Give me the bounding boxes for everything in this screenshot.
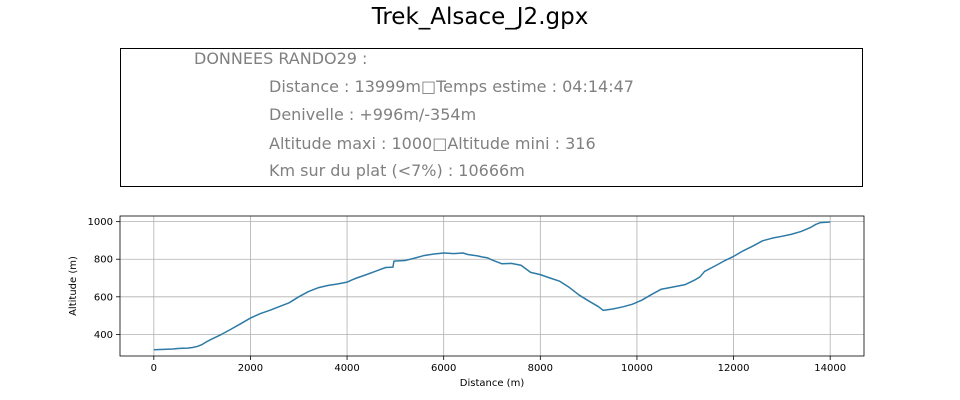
x-tick-label: 2000 (238, 363, 263, 374)
x-tick-label: 4000 (334, 363, 359, 374)
elevation-line (153, 221, 831, 351)
x-tick-label: 12000 (718, 363, 750, 374)
x-tick-label: 6000 (431, 363, 456, 374)
series-layer (153, 221, 831, 351)
y-tick-label: 600 (94, 292, 113, 303)
x-tick-label: 10000 (621, 363, 653, 374)
y-tick-label: 800 (94, 255, 113, 266)
x-tick-label: 0 (151, 363, 157, 374)
x-axis-label: Distance (m) (460, 378, 525, 389)
y-axis-label: Altitude (m) (68, 256, 79, 316)
info-heading: DONNEES RANDO29 : (194, 49, 368, 68)
axes-layer: 0 2000 4000 6000 8000 10000 12000 14000 400 600 80… (88, 215, 865, 374)
figure-title: Trek_Alsace_J2.gpx (371, 4, 589, 30)
plot-frame (119, 215, 865, 357)
info-box: DONNEES RANDO29 : Distance : 13999m□Temp… (120, 48, 863, 187)
x-tick-label: 8000 (528, 363, 553, 374)
y-tick-label: 1000 (88, 217, 113, 228)
info-flat-distance: Km sur du plat (<7%) : 10666m (269, 161, 525, 180)
info-denivelle: Denivelle : +996m/-354m (269, 105, 477, 124)
grid-layer (120, 216, 864, 356)
x-tick-label: 14000 (814, 363, 846, 374)
info-distance-time: Distance : 13999m□Temps estime : 04:14:4… (269, 77, 634, 96)
info-altitude-range: Altitude maxi : 1000□Altitude mini : 316 (269, 134, 596, 153)
y-tick-label: 400 (94, 330, 113, 341)
